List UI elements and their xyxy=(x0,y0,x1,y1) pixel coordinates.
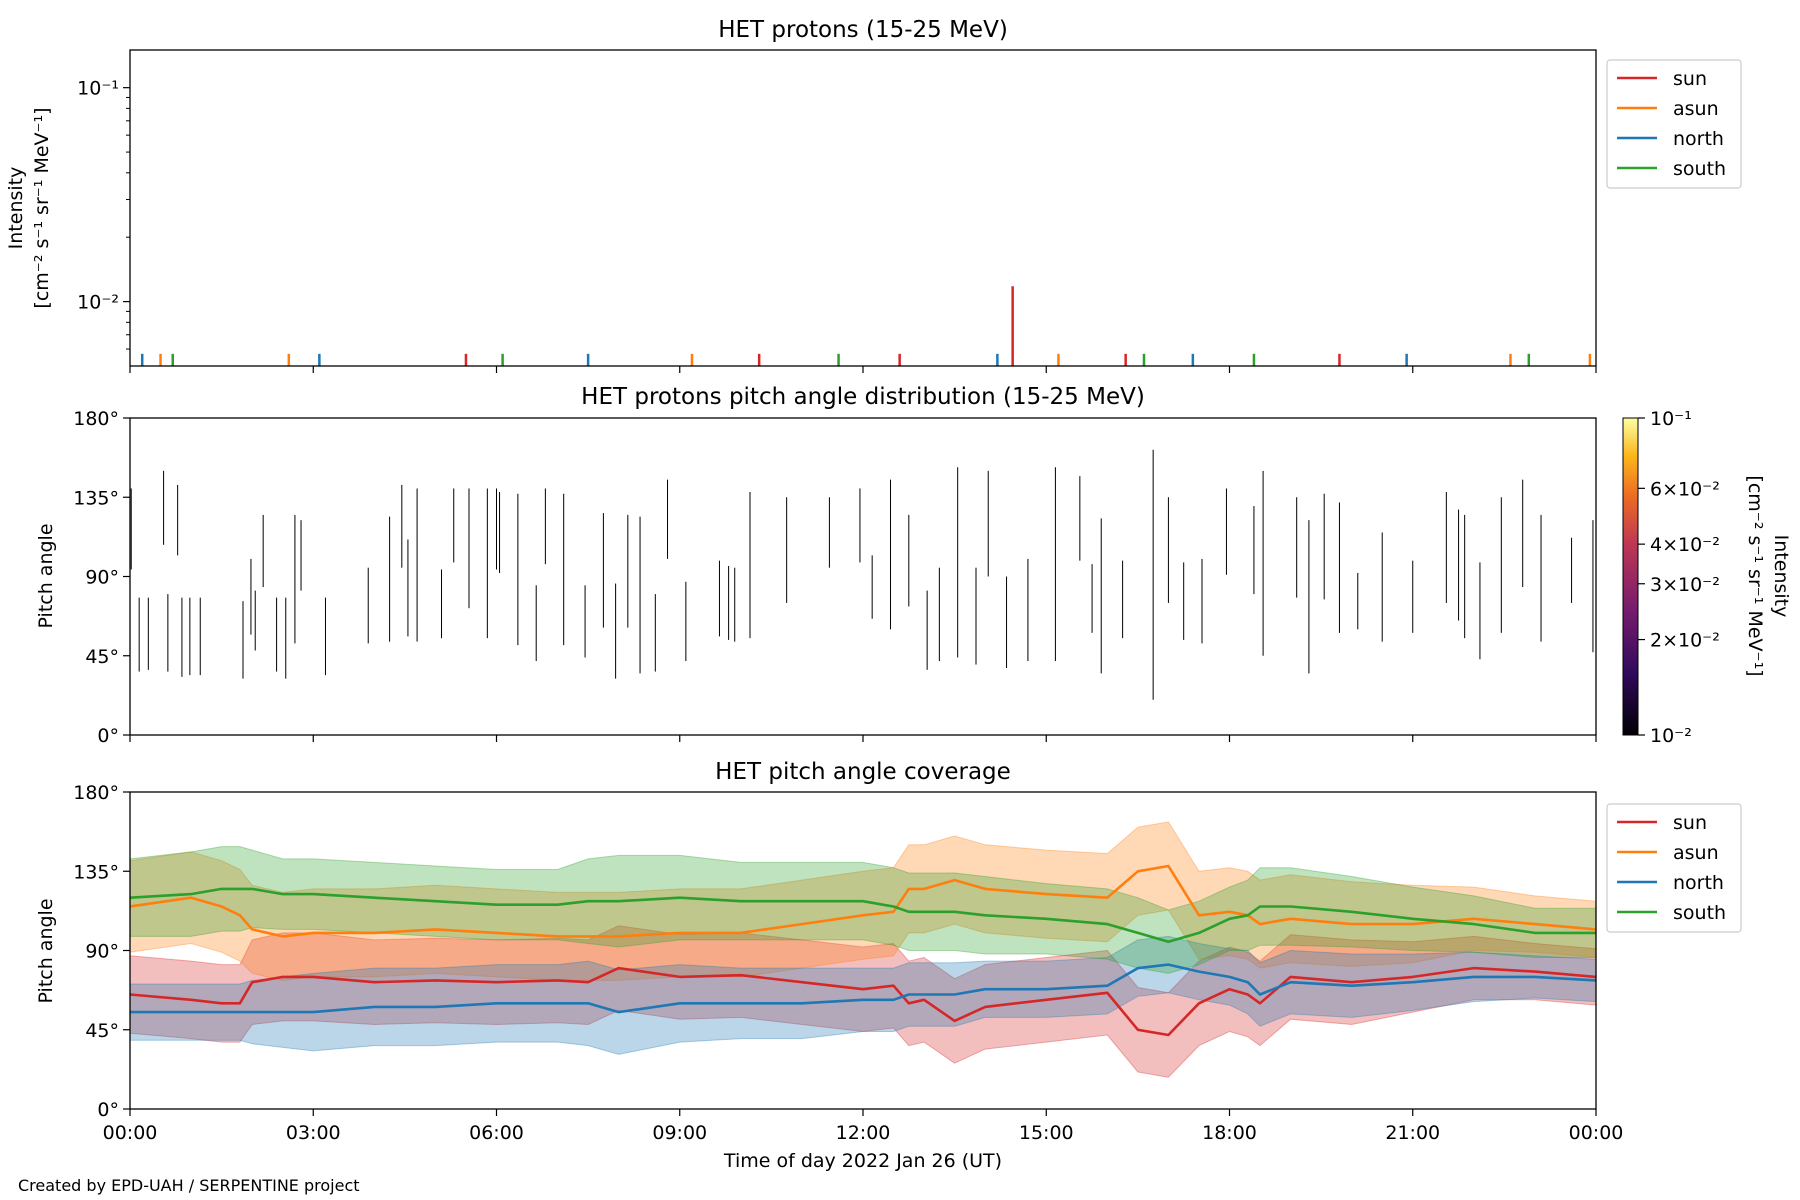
panel-1-title: HET protons (15-25 MeV) xyxy=(718,17,1008,43)
colorbar-gradient xyxy=(1622,417,1639,736)
coverage-line-asun xyxy=(130,864,1596,938)
coverage-bands xyxy=(130,821,1596,1078)
panel-2-frame xyxy=(129,417,1597,736)
panel-2-title: HET protons pitch angle distribution (15… xyxy=(581,384,1145,410)
panel-3-ylabel: Pitch angle xyxy=(35,898,57,1003)
x-tick-label: 00:00 xyxy=(103,1122,158,1144)
y-tick-label: 45° xyxy=(85,1020,119,1042)
y-tick-label: 90° xyxy=(85,567,119,589)
colorbar-tick-label: 6×10⁻² xyxy=(1650,478,1720,500)
colorbar-tick-label: 10⁻¹ xyxy=(1650,408,1692,430)
x-tick-label: 21:00 xyxy=(1385,1122,1440,1144)
colorbar-label-line1: Intensity xyxy=(1770,535,1792,618)
y-tick-label: 10⁻¹ xyxy=(77,78,119,100)
colorbar-tick-label: 10⁻² xyxy=(1650,725,1692,747)
y-tick-label: 135° xyxy=(73,861,119,883)
legend-panel-1: sun asun north south xyxy=(1606,59,1742,189)
x-tick-label: 15:00 xyxy=(1019,1122,1074,1144)
panel-2-x-ticks xyxy=(129,735,1597,742)
coverage-line-south xyxy=(130,887,1596,943)
colorbar-label-line2: [cm⁻² s⁻¹ sr⁻¹ MeV⁻¹] xyxy=(1744,475,1766,676)
colorbar: 10⁻¹ 6×10⁻² 4×10⁻² 3×10⁻² 2×10⁻² 10⁻² Intensi… xyxy=(1622,408,1792,747)
colorbar-ticks: 10⁻¹ 6×10⁻² 4×10⁻² 3×10⁻² 2×10⁻² 10⁻² xyxy=(1638,408,1720,747)
panel-2-ylabel: Pitch angle xyxy=(35,523,57,628)
legend-frame xyxy=(1606,59,1742,189)
panel-pitch-distribution: HET protons pitch angle distribution (15… xyxy=(35,384,1792,747)
colorbar-tick-label: 3×10⁻² xyxy=(1650,574,1720,596)
x-tick-label: 06:00 xyxy=(469,1122,524,1144)
legend-label-south: south xyxy=(1673,158,1726,180)
panel-1-ylabel-line1: Intensity xyxy=(5,167,27,250)
coverage-band-north xyxy=(130,935,1596,1055)
y-tick-label: 90° xyxy=(85,941,119,963)
colorbar-tick-label: 2×10⁻² xyxy=(1650,630,1720,652)
coverage-line-north xyxy=(130,963,1596,1014)
legend-label-asun: asun xyxy=(1673,98,1719,120)
legend-label-north: north xyxy=(1673,872,1724,894)
panel-3-title: HET pitch angle coverage xyxy=(715,759,1011,785)
panel-1-ylabel-line2: [cm⁻² s⁻¹ sr⁻¹ MeV⁻¹] xyxy=(31,107,53,308)
panel-3-y-ticks: 180° 135° 90° 45° 0° xyxy=(73,782,130,1121)
panel-1-x-ticks xyxy=(129,366,1597,373)
y-tick-label: 180° xyxy=(73,782,119,804)
y-tick-label: 0° xyxy=(97,725,119,747)
legend-label-asun: asun xyxy=(1673,842,1719,864)
x-tick-label: 09:00 xyxy=(652,1122,707,1144)
y-tick-label: 10⁻² xyxy=(77,292,119,314)
credit-text: Created by EPD-UAH / SERPENTINE project xyxy=(18,1176,360,1195)
x-axis-label: Time of day 2022 Jan 26 (UT) xyxy=(723,1150,1002,1172)
panel-intensity: HET protons (15-25 MeV) 10⁻¹ 10⁻² Intensi… xyxy=(5,17,1742,373)
x-tick-label: 00:00 xyxy=(1569,1122,1624,1144)
legend-label-north: north xyxy=(1673,128,1724,150)
y-tick-label: 135° xyxy=(73,487,119,509)
panel-3-x-ticks: 00:00 03:00 06:00 09:00 12:00 15:00 18:00 21:00… xyxy=(103,1109,1624,1144)
coverage-band-south xyxy=(130,846,1596,974)
coverage-line-sun xyxy=(130,966,1596,1037)
legend-frame xyxy=(1606,803,1742,933)
panel-1-frame xyxy=(129,49,1597,367)
y-tick-label: 0° xyxy=(97,1099,119,1121)
legend-panel-3: sun asun north south xyxy=(1606,803,1742,933)
legend-label-sun: sun xyxy=(1673,812,1707,834)
legend-label-south: south xyxy=(1673,902,1726,924)
x-tick-label: 12:00 xyxy=(836,1122,891,1144)
x-tick-label: 18:00 xyxy=(1202,1122,1257,1144)
panel-2-y-ticks: 180° 135° 90° 45° 0° xyxy=(73,408,130,747)
pitch-distribution-segments xyxy=(130,449,1594,700)
coverage-lines xyxy=(130,864,1596,1037)
legend-label-sun: sun xyxy=(1673,68,1707,90)
colorbar-tick-label: 4×10⁻² xyxy=(1650,534,1720,556)
coverage-band-sun xyxy=(130,925,1596,1078)
y-tick-label: 180° xyxy=(73,408,119,430)
y-tick-label: 45° xyxy=(85,646,119,668)
x-tick-label: 03:00 xyxy=(286,1122,341,1144)
panel-1-y-ticks: 10⁻¹ 10⁻² xyxy=(77,78,130,350)
intensity-spikes xyxy=(140,286,1592,366)
panel-pitch-coverage: HET pitch angle coverage 180° 135° 90° 45° 0… xyxy=(35,759,1742,1172)
